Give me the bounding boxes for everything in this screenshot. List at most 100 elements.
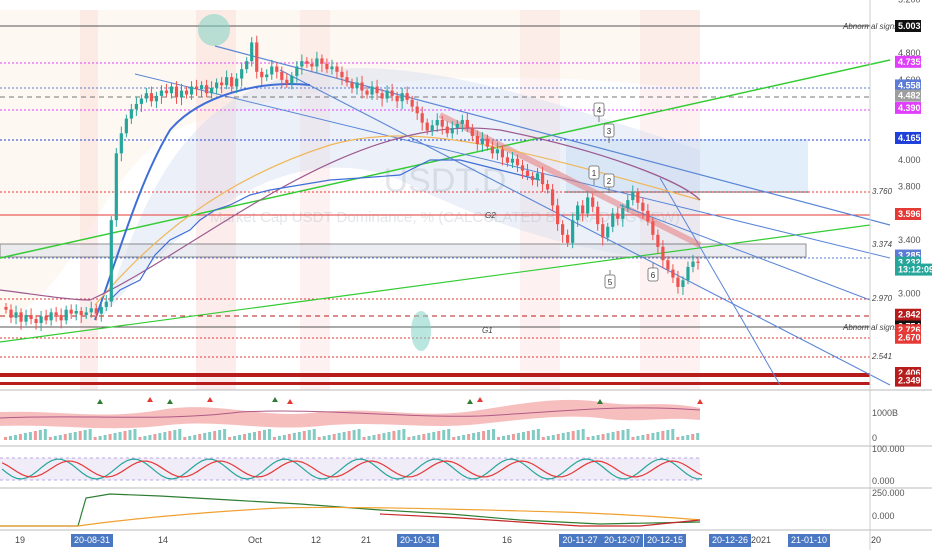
price-badge (895, 131, 921, 144)
candle-body (285, 79, 289, 84)
volume-bar (267, 429, 271, 440)
volume-bar (292, 433, 296, 440)
candle-body (666, 260, 670, 270)
volume-bar (93, 437, 97, 440)
time-tick-label: 12 (311, 535, 321, 545)
candle-body (54, 312, 58, 316)
candle-body (500, 149, 505, 158)
price-badge-label: 13:12:09 (898, 265, 932, 275)
volume-bar (516, 433, 520, 440)
volume-bar (487, 430, 491, 440)
volume-bar (98, 436, 102, 440)
volume-bar (287, 434, 291, 440)
volume-bar (302, 431, 306, 440)
candle-body (485, 138, 489, 147)
candle-body (114, 153, 118, 221)
volume-bar (213, 431, 217, 440)
candle-body (586, 197, 590, 214)
level-label: 2.970 (871, 294, 893, 303)
candle-body (144, 93, 149, 99)
volume-bar (173, 430, 177, 440)
volume-bar (133, 429, 137, 440)
price-badge-label: 4.558 (898, 80, 921, 90)
candles-layer (4, 35, 700, 332)
candle-body (189, 86, 194, 95)
candle-body (209, 87, 214, 94)
volume-bar (467, 434, 471, 440)
candle-body (566, 234, 570, 243)
candle-body (24, 315, 28, 322)
candle-body (571, 220, 575, 243)
volume-bar (452, 437, 456, 440)
candle-body (435, 119, 439, 126)
volume-bar (432, 432, 436, 440)
candle-body (330, 66, 334, 70)
time-badge (397, 534, 439, 547)
volume-bar (168, 431, 172, 440)
candle-body (9, 309, 13, 318)
volume-bar (402, 429, 406, 440)
volume-bar (148, 435, 152, 440)
candle-body (616, 213, 620, 219)
volume-bar (442, 430, 446, 440)
time-axis[interactable]: 1914Oct122116Dec20212020-08-3120-10-3120… (15, 534, 881, 547)
volume-bar (63, 434, 67, 440)
candle-body (230, 77, 234, 87)
sub-axis-tick-label: 0.000 (872, 511, 895, 521)
sub-axis-tick-label: 100.000 (872, 444, 905, 454)
candle-body (480, 138, 484, 144)
candle-body (235, 78, 239, 87)
candle-body (510, 158, 515, 163)
candle-body (305, 61, 309, 64)
wave-label: 6 (651, 271, 656, 280)
time-badge-label: 20-12-26 (712, 535, 748, 545)
candle-body (410, 99, 414, 107)
volume-bar (43, 429, 47, 440)
candle-body (149, 93, 154, 102)
candle-body (450, 127, 454, 134)
candle-body (550, 189, 555, 206)
price-tick-label: 3.000 (898, 289, 921, 299)
volume-bar (73, 432, 77, 440)
candle-body (656, 234, 660, 247)
wave-label: 4 (597, 106, 602, 115)
candle-body (601, 224, 605, 238)
price-badge-label: 4.482 (898, 91, 921, 101)
volume-panel (0, 397, 703, 440)
candle-body (535, 173, 540, 181)
candle-body (385, 90, 389, 99)
wave-label: 5 (608, 278, 613, 287)
volume-bar (238, 435, 242, 440)
volume-bar (23, 433, 27, 440)
price-badge (895, 55, 921, 68)
time-badge (709, 534, 751, 547)
sub-axis-tick-label: 1000B (872, 408, 898, 418)
watermark-subtitle: Market Cap USDT Dominance, % (CALCULATED… (210, 209, 680, 226)
price-badge-label: 2.349 (898, 376, 921, 386)
candle-body (340, 71, 344, 78)
time-badge (644, 534, 686, 547)
candle-body (300, 61, 304, 67)
volume-bar (312, 429, 316, 440)
candle-body (275, 66, 279, 72)
volume-bar (447, 429, 451, 440)
volume-bar (681, 436, 685, 440)
candle-body (430, 125, 434, 131)
volume-bar (367, 436, 371, 440)
volume-bar (497, 437, 501, 440)
signal-marker (467, 399, 473, 404)
time-badge-label: 21-01-10 (791, 535, 827, 545)
volume-bar (457, 436, 461, 440)
volume-bar (636, 436, 640, 440)
volume-bar (502, 436, 505, 440)
candle-body (611, 213, 615, 227)
volume-bar (188, 436, 192, 440)
volume-bar (327, 435, 331, 440)
candle-body (390, 90, 394, 96)
volume-bar (581, 429, 585, 440)
candle-body (350, 82, 354, 88)
candle-body (34, 319, 38, 324)
candle-body (94, 308, 98, 314)
